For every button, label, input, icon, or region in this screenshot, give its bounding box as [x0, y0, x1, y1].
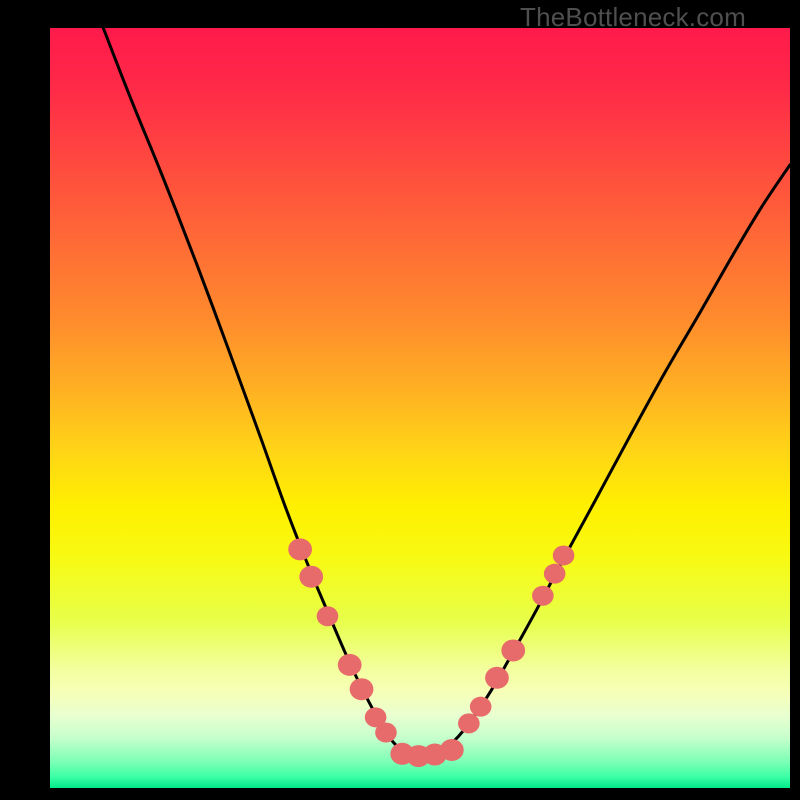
curve-dot [375, 723, 397, 743]
plot-area [50, 28, 790, 788]
curve-dot [288, 538, 312, 560]
curve-dot [532, 586, 554, 606]
curve-dot [458, 713, 480, 733]
curve-dot [440, 739, 464, 761]
curve-dot [501, 639, 525, 661]
curve-dot [338, 654, 362, 676]
curve-dot [350, 678, 374, 700]
curve-dot [317, 606, 339, 626]
gradient-background [50, 28, 790, 788]
curve-dot [485, 667, 509, 689]
curve-dot [553, 545, 575, 565]
curve-dot [470, 697, 492, 717]
chart-stage: TheBottleneck.com [0, 0, 800, 800]
chart-svg [50, 28, 790, 788]
curve-dot [299, 566, 323, 588]
curve-dot [544, 564, 566, 584]
